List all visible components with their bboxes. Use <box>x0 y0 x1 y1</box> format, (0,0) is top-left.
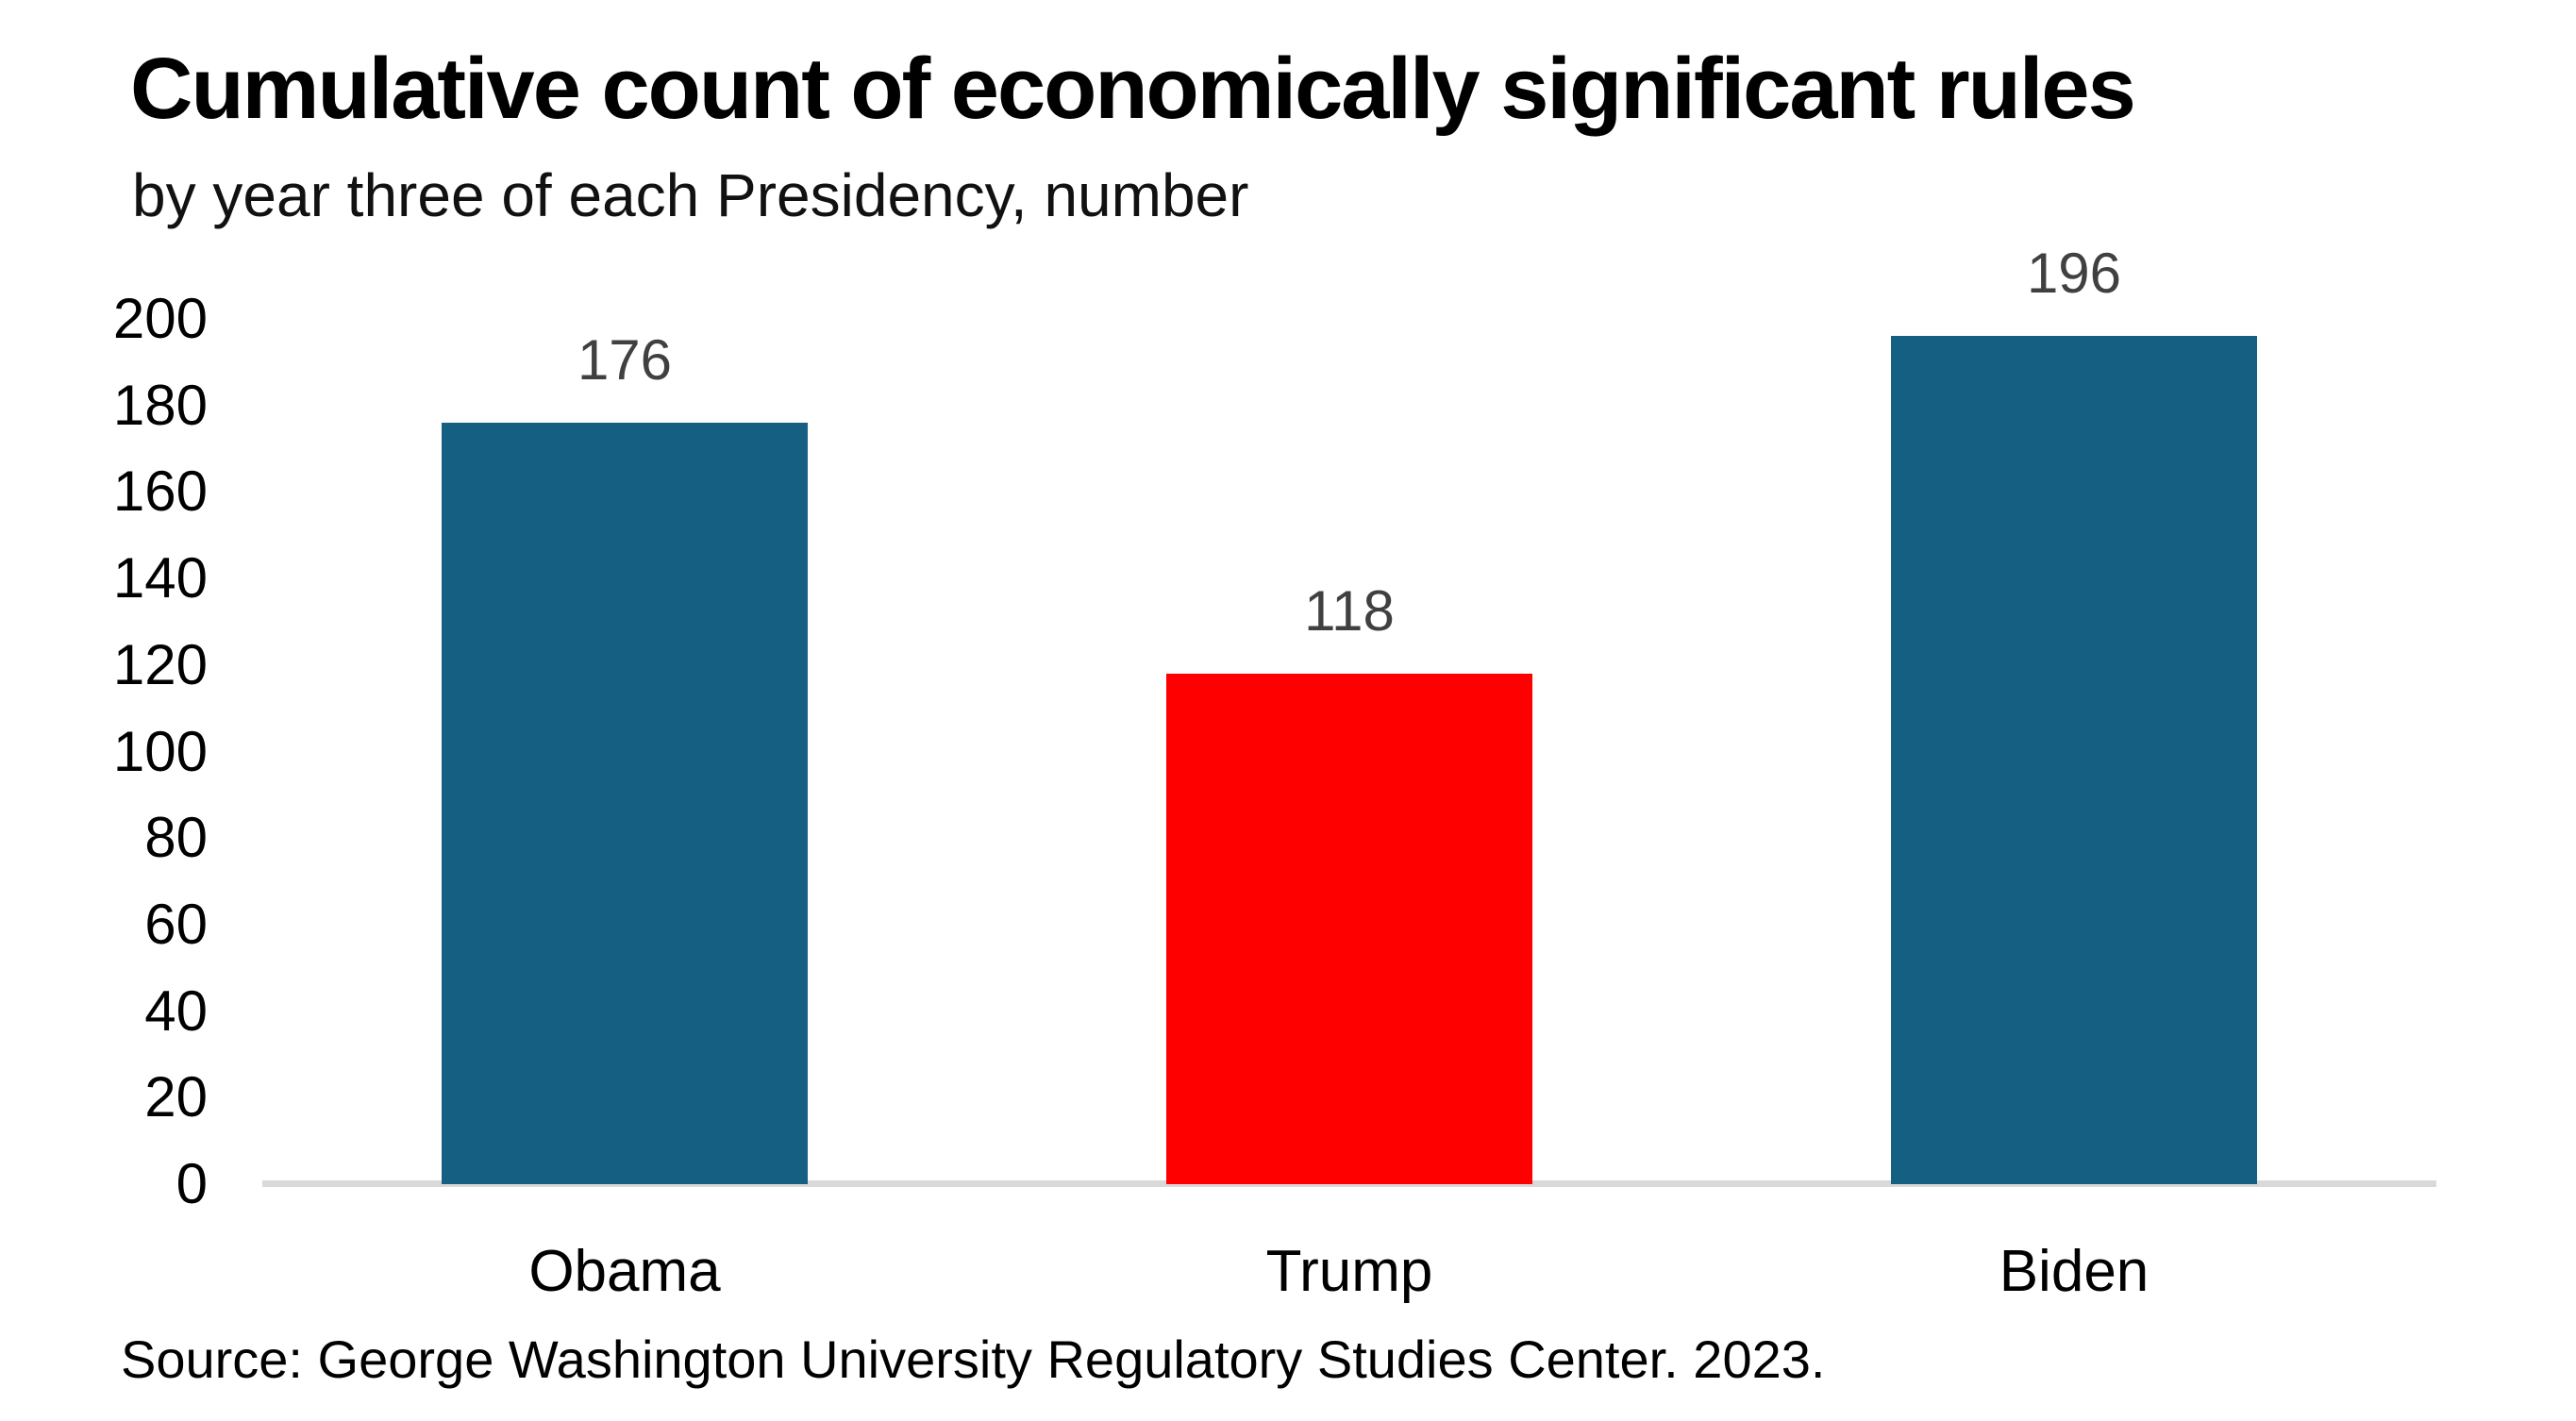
bar-value-label: 118 <box>1304 578 1395 643</box>
y-tick-label: 180 <box>112 373 208 437</box>
chart-title: Cumulative count of economically signifi… <box>130 41 2136 137</box>
y-tick-label: 100 <box>112 719 208 783</box>
bar-value-label: 196 <box>2026 242 2122 306</box>
x-category-label-biden: Biden <box>1999 1239 2149 1304</box>
y-tick-label: 160 <box>112 460 208 524</box>
y-tick-label: 20 <box>144 1065 208 1129</box>
x-category-label-obama: Obama <box>528 1239 721 1304</box>
y-tick-label: 140 <box>112 546 208 610</box>
y-tick-label: 120 <box>112 632 208 696</box>
x-category-label-trump: Trump <box>1265 1239 1433 1304</box>
chart-subtitle: by year three of each Presidency, number <box>132 161 1249 229</box>
y-tick-label: 0 <box>176 1152 208 1215</box>
y-tick-label: 200 <box>112 287 208 350</box>
y-tick-label: 40 <box>144 978 208 1043</box>
bar-obama <box>442 423 808 1184</box>
source-note: Source: George Washington University Reg… <box>121 1329 1826 1389</box>
bar-value-label: 176 <box>577 328 673 393</box>
bar-biden <box>1891 336 2257 1184</box>
y-tick-label: 80 <box>144 806 208 870</box>
bar-trump <box>1166 673 1532 1184</box>
y-tick-label: 60 <box>144 892 208 956</box>
